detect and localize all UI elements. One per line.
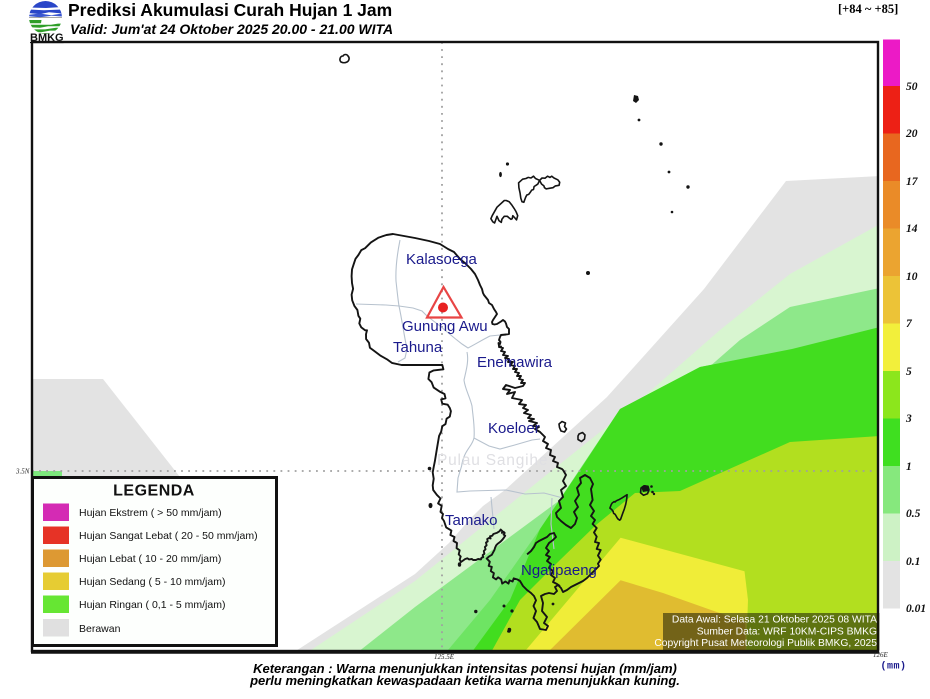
svg-text:Hujan Sedang ( 5 - 10 mm/jam): Hujan Sedang ( 5 - 10 mm/jam): [79, 576, 225, 588]
svg-text:10: 10: [906, 271, 918, 283]
svg-text:Copyright Pusat Meteorologi Pu: Copyright Pusat Meteorologi Publik BMKG,…: [654, 638, 877, 649]
svg-text:[+84 ~ +85]: [+84 ~ +85]: [838, 2, 898, 16]
svg-text:Hujan Ekstrem ( > 50 mm/jam): Hujan Ekstrem ( > 50 mm/jam): [79, 507, 222, 519]
svg-text:20: 20: [905, 128, 918, 140]
svg-text:Sumber Data: WRF 10KM-CIPS BMK: Sumber Data: WRF 10KM-CIPS BMKG: [697, 626, 877, 637]
svg-text:perlu meningkatkan kewaspadaan: perlu meningkatkan kewaspadaan ketika wa…: [249, 673, 680, 688]
svg-text:Data Awal: Selasa 21 Oktober 2: Data Awal: Selasa 21 Oktober 2025 08 WIT…: [672, 615, 877, 626]
svg-text:Berawan: Berawan: [79, 623, 121, 635]
svg-text:3.5N: 3.5N: [15, 468, 30, 476]
svg-text:Prediksi Akumulasi Curah Hujan: Prediksi Akumulasi Curah Hujan 1 Jam: [68, 0, 392, 20]
svg-text:Tamako: Tamako: [445, 512, 498, 529]
svg-text:Hujan Lebat ( 10 - 20 mm/jam): Hujan Lebat ( 10 - 20 mm/jam): [79, 553, 221, 565]
svg-text:0.01: 0.01: [906, 603, 926, 615]
svg-text:Keterangan : Warna menunjukkan: Keterangan : Warna menunjukkan intensita…: [253, 661, 677, 676]
svg-text:0.5: 0.5: [906, 508, 921, 520]
svg-text:Valid: Jum'at 24 Oktober 2025: Valid: Jum'at 24 Oktober 2025 20.00 - 21…: [70, 21, 393, 37]
svg-text:50: 50: [906, 81, 918, 93]
svg-text:(mm): (mm): [880, 661, 906, 673]
svg-text:1: 1: [906, 461, 912, 473]
svg-text:Koeloer: Koeloer: [488, 420, 540, 437]
svg-text:Hujan Ringan ( 0,1 - 5 mm/jam): Hujan Ringan ( 0,1 - 5 mm/jam): [79, 599, 225, 611]
svg-text:Gunung Awu: Gunung Awu: [402, 318, 488, 335]
svg-text:14: 14: [906, 223, 918, 235]
svg-text:0.1: 0.1: [906, 556, 920, 568]
svg-text:7: 7: [906, 318, 913, 330]
svg-text:126E: 126E: [873, 651, 889, 659]
svg-text:Enemawira: Enemawira: [477, 354, 553, 371]
svg-text:17: 17: [906, 176, 919, 188]
svg-text:3: 3: [905, 413, 912, 425]
svg-text:LEGENDA: LEGENDA: [113, 483, 195, 500]
svg-text:BMKG: BMKG: [30, 32, 64, 44]
svg-text:Hujan Sangat Lebat ( 20 - 50 m: Hujan Sangat Lebat ( 20 - 50 mm/jam): [79, 530, 258, 542]
svg-text:Tahuna: Tahuna: [393, 339, 443, 356]
svg-text:Kalasoega: Kalasoega: [406, 251, 478, 268]
svg-text:Ngalipaeng: Ngalipaeng: [521, 562, 597, 579]
svg-text:125.5E: 125.5E: [434, 653, 455, 661]
svg-text:Pulau Sangihe: Pulau Sangihe: [437, 452, 548, 469]
svg-text:5: 5: [906, 366, 912, 378]
